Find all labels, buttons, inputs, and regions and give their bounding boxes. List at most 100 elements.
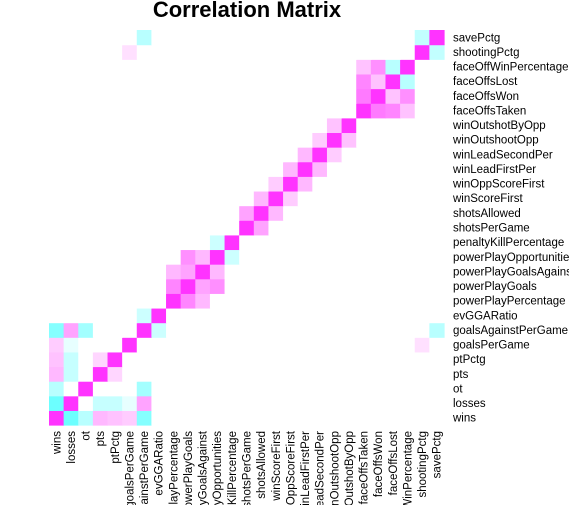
- heatmap-cell: [151, 59, 167, 75]
- heatmap-cell: [429, 307, 445, 324]
- heatmap-cell: [195, 190, 211, 207]
- heatmap-cell: [239, 103, 255, 119]
- heatmap-cell: [122, 132, 138, 148]
- heatmap-cell: [370, 132, 387, 148]
- heatmap-cell: [326, 88, 343, 104]
- heatmap-cell: [63, 307, 79, 324]
- heatmap-cell: [326, 278, 343, 294]
- heatmap-cell: [209, 132, 226, 148]
- heatmap-cell: [136, 307, 153, 324]
- heatmap-cell: [414, 395, 430, 411]
- heatmap-cell: [107, 220, 123, 236]
- heatmap-cell: [414, 322, 430, 338]
- heatmap-cell: [151, 381, 167, 397]
- heatmap-cell: [166, 307, 182, 324]
- heatmap-cell: [385, 117, 401, 134]
- heatmap-cell: [63, 103, 79, 119]
- heatmap-cell: [356, 264, 372, 280]
- heatmap-cell: [400, 278, 416, 294]
- y-tick-label: powerPlayGoals: [453, 281, 537, 293]
- heatmap-cell: [356, 161, 372, 177]
- heatmap-cell: [122, 381, 138, 397]
- heatmap-cell: [239, 30, 255, 46]
- heatmap-cell: [180, 293, 196, 309]
- heatmap-cell: [400, 147, 416, 163]
- heatmap-cell: [166, 103, 182, 119]
- y-tick-label: winLeadFirstPer: [452, 164, 536, 176]
- heatmap-cell: [326, 103, 343, 119]
- heatmap-cell: [429, 59, 445, 75]
- heatmap-cell: [268, 249, 284, 265]
- heatmap-cell: [63, 234, 79, 251]
- y-tick-label: faceOffWinPercentage: [453, 62, 569, 74]
- heatmap-cell: [195, 205, 211, 221]
- heatmap-cell: [151, 132, 167, 148]
- heatmap-cell: [239, 205, 255, 221]
- heatmap-cell: [414, 264, 430, 280]
- heatmap-cell: [297, 351, 313, 368]
- heatmap-cell: [429, 366, 445, 382]
- heatmap-cell: [92, 161, 109, 177]
- heatmap-cell: [414, 103, 430, 119]
- heatmap-cell: [209, 205, 226, 221]
- heatmap-cell: [122, 176, 138, 192]
- heatmap-cell: [297, 161, 313, 177]
- heatmap-cell: [209, 381, 226, 397]
- heatmap-cell: [209, 234, 226, 251]
- heatmap-cell: [63, 278, 79, 294]
- heatmap-cell: [92, 234, 109, 251]
- heatmap-cell: [253, 395, 270, 411]
- heatmap-cell: [49, 410, 65, 426]
- heatmap-cell: [283, 190, 299, 207]
- heatmap-cell: [63, 73, 79, 90]
- heatmap-cell: [49, 366, 65, 382]
- heatmap-cell: [151, 161, 167, 177]
- heatmap-cell: [385, 307, 401, 324]
- heatmap-cell: [136, 176, 153, 192]
- heatmap-cell: [63, 351, 79, 368]
- heatmap-cell: [356, 88, 372, 104]
- heatmap-cell: [136, 30, 153, 46]
- heatmap-cell: [78, 161, 94, 177]
- heatmap-cell: [136, 278, 153, 294]
- heatmap-cell: [151, 322, 167, 338]
- heatmap-cell: [414, 190, 430, 207]
- heatmap-cell: [224, 395, 240, 411]
- y-tick-label: ot: [453, 383, 463, 395]
- heatmap-cell: [400, 132, 416, 148]
- heatmap-cell: [136, 264, 153, 280]
- heatmap-cell: [312, 366, 328, 382]
- heatmap-cell: [414, 30, 430, 46]
- heatmap-cell: [151, 44, 167, 60]
- heatmap-cell: [92, 366, 109, 382]
- heatmap-cell: [312, 381, 328, 397]
- heatmap-cell: [356, 103, 372, 119]
- y-tick-label: winLeadSecondPer: [452, 149, 553, 161]
- x-tick-label: powerPlayPercentage: [168, 431, 180, 505]
- x-axis-labels: wins losses ot pts ptPctg goalsPerGame goalsAg…: [51, 430, 443, 505]
- heatmap-cell: [49, 337, 65, 353]
- heatmap-cell: [414, 337, 430, 353]
- heatmap-cell: [107, 161, 123, 177]
- heatmap-cell: [195, 73, 211, 90]
- heatmap-cell: [370, 322, 387, 338]
- heatmap-cell: [400, 59, 416, 75]
- heatmap-cell: [49, 205, 65, 221]
- heatmap-cell: [92, 307, 109, 324]
- heatmap-cell: [224, 220, 240, 236]
- heatmap-cell: [180, 220, 196, 236]
- heatmap-cell: [49, 220, 65, 236]
- heatmap-cell: [312, 176, 328, 192]
- heatmap-cell: [180, 161, 196, 177]
- heatmap-cell: [356, 293, 372, 309]
- heatmap-cell: [224, 234, 240, 251]
- heatmap-cell: [78, 249, 94, 265]
- heatmap-cell: [136, 132, 153, 148]
- heatmap-cell: [370, 44, 387, 60]
- heatmap-cell: [356, 278, 372, 294]
- heatmap-cell: [283, 161, 299, 177]
- heatmap-cell: [253, 264, 270, 280]
- y-tick-label: evGGARatio: [453, 310, 518, 322]
- heatmap-cell: [341, 147, 357, 163]
